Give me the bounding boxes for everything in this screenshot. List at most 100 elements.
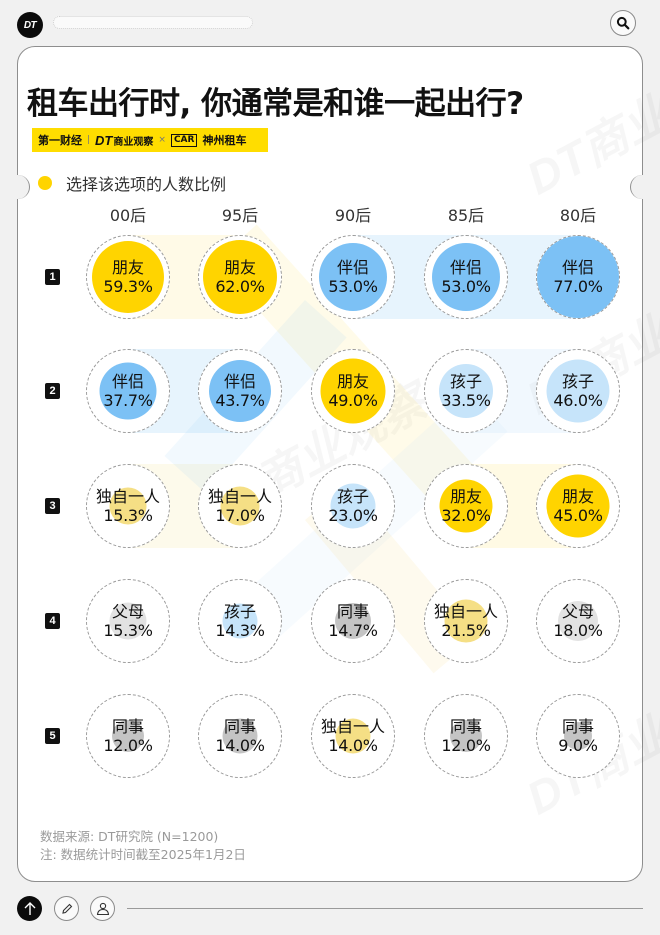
bubble-cell: 独自一人 14.0% [311, 694, 395, 778]
column-header: 00后 [109, 206, 147, 225]
rank-badge: 4 [45, 613, 60, 629]
bubble-fill [564, 722, 592, 750]
user-icon [96, 902, 109, 915]
bubble-label: 孩子 [336, 487, 369, 506]
rank-badge: 2 [45, 383, 60, 399]
legend-label: 选择该选项的人数比例 [66, 175, 227, 194]
brand-divider: | [87, 135, 91, 145]
bubble-label: 同事 [111, 717, 144, 736]
bubble-value: 23.0% [328, 506, 378, 525]
bubble-value: 33.5% [441, 391, 491, 410]
bubble-cell: 独自一人 15.3% [86, 464, 170, 548]
column-header: 85后 [447, 206, 485, 225]
search-button[interactable] [610, 10, 636, 36]
bubble-label: 同事 [449, 717, 482, 736]
bubble-value: 15.3% [103, 506, 153, 525]
bubble-cell: 孩子 14.3% [198, 579, 282, 663]
bubble-cell: 孩子 23.0% [311, 464, 395, 548]
bubble-fill [558, 601, 598, 641]
bubble-value: 15.3% [103, 621, 153, 640]
bubble-value: 14.7% [328, 621, 378, 640]
bubble-label: 朋友 [449, 487, 482, 506]
bubble-cell: 同事 14.7% [311, 579, 395, 663]
column-header: 90后 [334, 206, 372, 225]
profile-button[interactable] [90, 896, 115, 921]
bubble-fill [432, 243, 500, 311]
bubble-value: 46.0% [553, 391, 603, 410]
search-icon [616, 16, 630, 30]
pencil-icon [61, 903, 72, 914]
brand-yicai: 第一财经 [38, 134, 82, 147]
bubble-label: 独自一人 [320, 717, 385, 736]
bubble-label: 独自一人 [207, 487, 272, 506]
bubble-cell: 朋友 32.0% [424, 464, 508, 548]
bubble-cell: 伴侣 53.0% [424, 235, 508, 319]
brand-car-name: 神州租车 [202, 134, 247, 147]
bubble-value: 14.0% [328, 736, 378, 755]
bubble-fill [222, 718, 258, 754]
legend: 选择该选项的人数比例 [38, 171, 226, 195]
bubble-cell: 同事 9.0% [536, 694, 620, 778]
bubble-fill [335, 603, 371, 639]
bubble-label: 伴侣 [561, 258, 594, 277]
bubble-label: 朋友 [336, 372, 369, 391]
bubble-value: 18.0% [553, 621, 603, 640]
bubble-cell: 孩子 46.0% [536, 349, 620, 433]
bubble-label: 朋友 [111, 258, 144, 277]
bubble-value: 17.0% [215, 506, 265, 525]
legend-dot-icon [38, 176, 52, 190]
bubble-fill [320, 358, 386, 424]
brand-bar: 第一财经 | DT 商业观察 × CAR 神州租车 [32, 128, 268, 152]
arrow-up-icon [24, 901, 35, 915]
bubble-fill [537, 236, 619, 318]
bubble-cell: 伴侣 37.7% [86, 349, 170, 433]
bubble-fill [109, 602, 147, 640]
bubble-label: 朋友 [561, 487, 594, 506]
bubble-cell: 伴侣 77.0% [536, 235, 620, 319]
bubble-cell: 孩子 33.5% [424, 349, 508, 433]
bubble-value: 53.0% [441, 277, 491, 296]
card-notch-right [630, 175, 644, 199]
bubble-fill [335, 718, 371, 754]
bubble-label: 伴侣 [449, 258, 482, 277]
bubble-label: 独自一人 [95, 487, 160, 506]
bubble-value: 12.0% [441, 736, 491, 755]
bubble-label: 伴侣 [336, 258, 369, 277]
bubble-label: 朋友 [223, 258, 256, 277]
bubble-value: 9.0% [558, 736, 598, 755]
bubble-value: 12.0% [103, 736, 153, 755]
footer-source: 数据来源: DT研究院 (N=1200) 注: 数据统计时间截至2025年1月2… [40, 828, 246, 864]
search-input[interactable] [53, 16, 253, 29]
bubble-value: 62.0% [215, 277, 265, 296]
dt-logo[interactable]: DT [17, 12, 43, 38]
bubble-fill [92, 241, 164, 313]
rank-badge: 5 [45, 728, 60, 744]
bubble-fill [439, 364, 493, 418]
toolbar-divider [127, 908, 643, 909]
bubble-label: 同事 [561, 717, 594, 736]
bubble-cell: 朋友 45.0% [536, 464, 620, 548]
scroll-top-button[interactable] [17, 896, 42, 921]
bubble-fill [450, 720, 482, 752]
bubble-cell: 伴侣 53.0% [311, 235, 395, 319]
bubble-fill [546, 359, 610, 423]
bubble-value: 49.0% [328, 391, 378, 410]
note-text: 注: 数据统计时间截至2025年1月2日 [40, 847, 246, 862]
bubble-value: 77.0% [553, 277, 603, 296]
edit-button[interactable] [54, 896, 79, 921]
bubble-cell: 独自一人 21.5% [424, 579, 508, 663]
top-bar: DT [0, 0, 660, 46]
bubble-cell: 同事 14.0% [198, 694, 282, 778]
bubble-fill [112, 720, 144, 752]
bubble-cell: 朋友 49.0% [311, 349, 395, 433]
bubble-value: 21.5% [441, 621, 491, 640]
card-notch-left [16, 175, 30, 199]
bubble-value: 14.3% [215, 621, 265, 640]
bubble-fill [439, 479, 493, 533]
bubble-cell: 父母 18.0% [536, 579, 620, 663]
brand-dt-name: 商业观察 [113, 136, 154, 148]
column-header: 95后 [221, 206, 259, 225]
bubble-cell: 父母 15.3% [86, 579, 170, 663]
bubble-label: 独自一人 [433, 602, 498, 621]
column-header: 80后 [559, 206, 597, 225]
